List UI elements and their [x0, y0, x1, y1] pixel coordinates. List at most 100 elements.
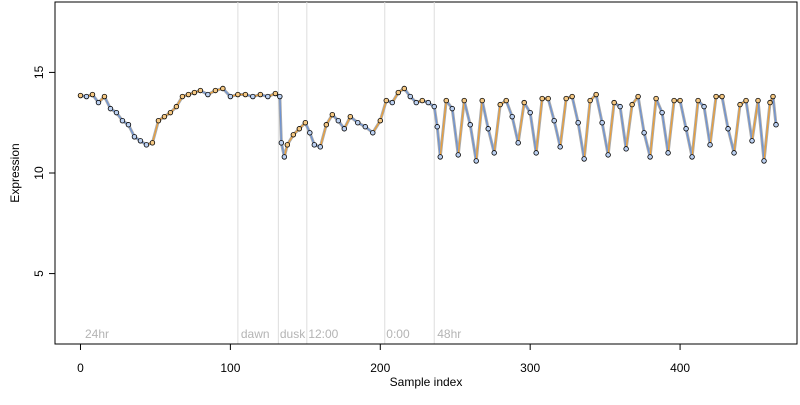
plot-frame [54, 1, 798, 345]
x-axis: 0 100 200 300 400 [77, 343, 690, 375]
data-point-67 [479, 97, 485, 104]
data-point-12 [149, 140, 156, 146]
series-line-color-72 [511, 116, 519, 143]
data-point-43 [335, 117, 342, 124]
data-point-74 [521, 99, 527, 106]
series-line-color-82 [571, 96, 579, 123]
data-point-81 [563, 95, 569, 102]
series-line-color-111 [745, 100, 753, 141]
series-line-color-40 [319, 124, 327, 148]
data-point-19 [191, 89, 198, 96]
data-point-52 [395, 89, 401, 96]
data-point-92 [629, 101, 635, 108]
segment-label-4: 0:00 [386, 327, 410, 341]
data-point-116 [770, 93, 776, 100]
x-tick-label-2: 200 [370, 361, 390, 375]
series-line-color-112 [751, 100, 759, 141]
data-point-112 [749, 138, 755, 144]
data-point-83 [575, 120, 581, 126]
data-point-69 [491, 150, 497, 156]
segment-labels: 24hr dawn dusk 12:00 0:00 48hr [85, 327, 461, 341]
series-line-color-60 [439, 100, 447, 157]
data-point-106 [713, 93, 719, 100]
data-point-80 [557, 144, 563, 150]
series-line-color-84 [583, 100, 591, 159]
data-point-102 [689, 154, 695, 160]
data-point-96 [653, 95, 659, 102]
data-point-6 [113, 109, 120, 116]
data-point-13 [155, 117, 162, 124]
data-point-107 [719, 93, 725, 100]
series-line-color-100 [679, 100, 687, 129]
data-point-9 [131, 134, 138, 140]
y-tick-label-1: 10 [32, 166, 46, 180]
series-line-color-102 [691, 100, 699, 157]
series-line-color-65 [469, 124, 477, 162]
data-point-38 [307, 130, 313, 136]
y-axis: 5 10 15 [32, 65, 56, 277]
data-point-113 [755, 97, 761, 104]
data-point-0 [77, 92, 84, 99]
data-point-77 [539, 95, 545, 102]
data-point-14 [161, 113, 168, 120]
data-point-55 [413, 99, 419, 106]
data-point-46 [355, 120, 361, 126]
series-line-color-83 [577, 122, 585, 160]
y-tick-label-0: 5 [32, 270, 46, 277]
data-point-76 [533, 150, 539, 156]
data-point-31 [277, 93, 283, 100]
series-line-color-95 [649, 98, 657, 157]
segment-label-3: 12:00 [308, 327, 338, 341]
data-point-101 [683, 126, 689, 132]
series-line-color-105 [709, 96, 717, 145]
x-tick-label-0: 0 [77, 361, 84, 375]
series-line-color-97 [661, 112, 669, 153]
series-line-color-91 [625, 104, 633, 149]
data-point-29 [265, 93, 271, 100]
x-tick-label-1: 100 [220, 361, 240, 375]
data-point-10 [137, 138, 144, 144]
series-line-color-73 [517, 102, 525, 143]
data-point-78 [545, 95, 551, 102]
data-point-84 [581, 156, 587, 162]
series-line-color-116 [772, 96, 777, 125]
data-point-40 [317, 144, 324, 150]
data-point-103 [695, 97, 701, 104]
data-point-94 [641, 130, 647, 136]
segment-label-0: 24hr [85, 327, 109, 341]
data-point-11 [143, 142, 150, 148]
data-point-108 [725, 126, 731, 132]
segment-label-5: 48hr [437, 327, 461, 341]
series-line-color-107 [721, 96, 729, 129]
data-point-110 [737, 101, 743, 108]
series-line-color-63 [457, 100, 465, 155]
data-point-47 [362, 124, 368, 130]
data-point-36 [296, 126, 303, 132]
data-point-16 [173, 103, 180, 110]
data-point-86 [593, 91, 599, 98]
series-line-color-59 [436, 126, 441, 157]
y-axis-label: Expression [8, 143, 22, 202]
data-point-24 [227, 93, 234, 100]
data-point-3 [95, 99, 102, 106]
data-point-18 [185, 91, 192, 98]
data-point-90 [617, 103, 623, 110]
data-point-22 [212, 87, 219, 94]
data-point-28 [257, 91, 264, 98]
series-line-color-87 [601, 122, 609, 156]
data-point-4 [101, 93, 108, 100]
data-point-41 [323, 122, 330, 128]
series-line-color-113 [757, 100, 765, 161]
data-point-72 [509, 113, 515, 120]
data-point-57 [425, 99, 431, 106]
data-point-97 [659, 109, 665, 116]
data-point-37 [302, 120, 309, 126]
data-point-48 [370, 130, 376, 136]
series-line-color-86 [595, 94, 603, 123]
data-point-23 [220, 85, 226, 92]
data-point-104 [701, 103, 707, 110]
data-point-115 [767, 99, 773, 106]
data-point-45 [347, 113, 354, 120]
series-line-color-90 [619, 106, 627, 149]
